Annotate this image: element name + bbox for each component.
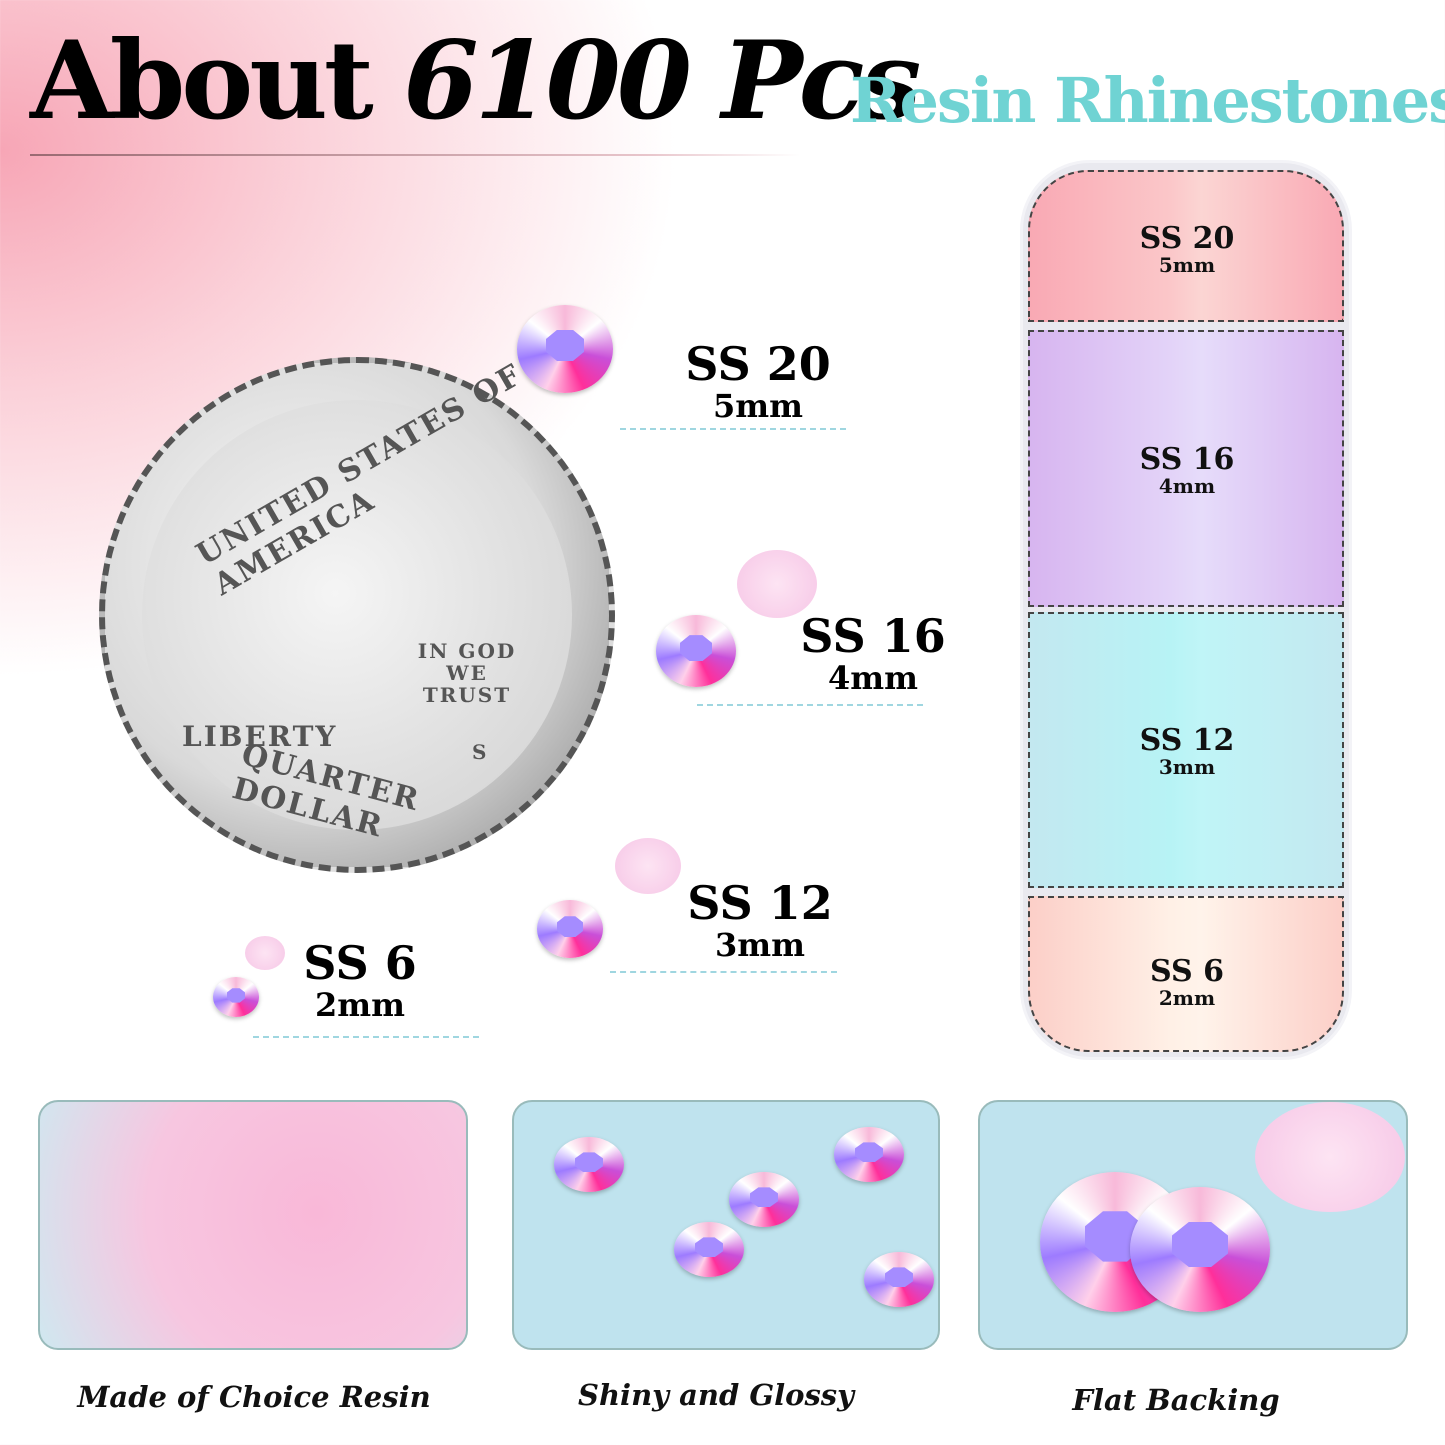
box-label-ss12: SS 12 3mm xyxy=(1139,723,1235,779)
headline-count: 6100 Pcs xyxy=(403,18,921,144)
rhinestone-back xyxy=(1255,1102,1405,1212)
dashed-line xyxy=(620,428,846,430)
rhinestone-ss6 xyxy=(213,977,259,1017)
divider xyxy=(30,154,800,156)
compartment-ss20 xyxy=(1028,170,1344,322)
rhinestone-ss12 xyxy=(537,900,603,958)
headline: About 6100 Pcs xyxy=(30,18,921,144)
rhinestone xyxy=(729,1172,799,1227)
rhinestone-back xyxy=(737,550,817,618)
rhinestone-back xyxy=(615,838,681,894)
size-label-ss20: SS 20 5mm xyxy=(685,337,831,425)
rhinestone xyxy=(1130,1187,1270,1312)
coin-liberty: LIBERTY xyxy=(182,720,338,753)
coin-top-text: UNITED STATES OF AMERICA xyxy=(190,357,529,603)
feature-image-glossy xyxy=(512,1100,940,1350)
rhinestone-ss16 xyxy=(656,615,736,687)
coin-bottom-text: QUARTER DOLLAR xyxy=(228,737,424,845)
subtitle: Resin Rhinestones xyxy=(850,64,1445,137)
size-label-ss16: SS 16 4mm xyxy=(800,609,946,697)
headline-lead: About xyxy=(30,18,374,144)
size-label-ss12: SS 12 3mm xyxy=(687,876,833,964)
coin-mint: S xyxy=(472,740,489,764)
compartment-ss16 xyxy=(1028,330,1344,607)
rhinestone xyxy=(674,1222,744,1277)
rhinestone-back xyxy=(245,936,285,970)
feature-image-resin xyxy=(38,1100,468,1350)
coin-motto: IN GOD WE TRUST xyxy=(417,639,517,707)
compartment-ss6 xyxy=(1028,896,1344,1052)
rhinestone xyxy=(554,1137,624,1192)
rhinestone-ss20 xyxy=(517,305,613,393)
caption-resin: Made of Choice Resin xyxy=(77,1380,431,1414)
quarter-coin-image: UNITED STATES OF AMERICA IN GOD WE TRUST… xyxy=(99,357,615,873)
dashed-line xyxy=(697,704,923,706)
compartment-ss12 xyxy=(1028,612,1344,888)
box-label-ss6: SS 6 2mm xyxy=(1150,954,1224,1010)
dashed-line xyxy=(253,1036,479,1038)
box-label-ss20: SS 20 5mm xyxy=(1139,221,1235,277)
caption-glossy: Shiny and Glossy xyxy=(578,1378,854,1412)
box-label-ss16: SS 16 4mm xyxy=(1139,442,1235,498)
size-label-ss6: SS 6 2mm xyxy=(303,936,417,1024)
caption-flat-back: Flat Backing xyxy=(1072,1383,1280,1417)
rhinestone xyxy=(834,1127,904,1182)
rhinestone xyxy=(864,1252,934,1307)
dashed-line xyxy=(610,971,837,973)
feature-image-flat-back xyxy=(978,1100,1408,1350)
